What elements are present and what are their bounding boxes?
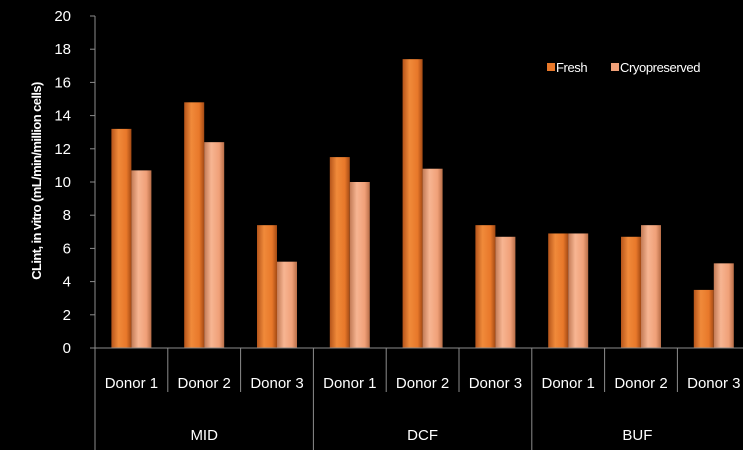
bar-fresh-4	[329, 157, 350, 348]
legend-swatch-fresh	[547, 63, 555, 71]
bar-fresh-5	[402, 59, 423, 348]
y-axis-tick-labels: 0 2 4 6 8 10 12 14 16 18 20	[54, 8, 71, 357]
bar-cryopreserved-4	[349, 182, 370, 348]
y-tick-label: 16	[54, 74, 71, 91]
y-tick-label: 4	[63, 274, 71, 291]
bar-fresh-6	[475, 225, 496, 348]
y-tick-label: 8	[63, 207, 71, 224]
y-tick-label: 2	[63, 307, 71, 324]
bar-cryopreserved-8	[641, 225, 661, 348]
x-category-label: Donor 3	[250, 375, 303, 392]
legend-label-cryopreserved: Cryopreserved	[620, 60, 700, 75]
bars	[111, 59, 734, 348]
x-axis	[94, 347, 743, 450]
bar-cryopreserved-3	[277, 261, 297, 348]
x-category-label: Donor 1	[323, 375, 376, 392]
bar-fresh-3	[257, 225, 277, 348]
bar-fresh-7	[548, 233, 569, 348]
y-axis-label: CLint, in vitro (mL/min/million cells)	[29, 82, 44, 280]
x-category-label: Donor 1	[105, 375, 158, 392]
y-tick-label: 12	[54, 141, 71, 158]
x-group-label: BUF	[622, 427, 652, 444]
y-tick-label: 18	[54, 41, 71, 58]
y-axis-ticks	[90, 15, 96, 349]
bar-cryopreserved-6	[495, 236, 516, 348]
x-category-label: Donor 1	[542, 375, 595, 392]
x-group-label: DCF	[407, 427, 438, 444]
x-category-label: Donor 2	[614, 375, 667, 392]
bar-fresh-1	[111, 128, 132, 348]
bar-fresh-9	[693, 289, 714, 348]
y-tick-label: 14	[54, 108, 71, 125]
y-tick-label: 0	[63, 340, 71, 357]
x-category-label: Donor 3	[687, 375, 740, 392]
bar-fresh-2	[184, 102, 205, 348]
bar-cryopreserved-2	[204, 142, 225, 348]
bar-cryopreserved-7	[568, 233, 589, 348]
x-axis-category-labels: Donor 1 Donor 2 Donor 3 Donor 1 Donor 2 Donor…	[105, 375, 741, 392]
bar-cryopreserved-9	[713, 263, 734, 348]
x-category-label: Donor 3	[469, 375, 522, 392]
legend-label-fresh: Fresh	[556, 60, 587, 75]
bar-cryopreserved-5	[422, 168, 443, 348]
y-tick-label: 10	[54, 174, 71, 191]
legend-swatch-cryopreserved	[611, 63, 619, 71]
x-group-label: MID	[190, 427, 218, 444]
x-axis-group-labels: MID DCF BUF	[190, 427, 652, 444]
legend: Fresh Cryopreserved	[547, 60, 701, 75]
bar-cryopreserved-1	[131, 170, 152, 348]
x-category-label: Donor 2	[396, 375, 449, 392]
bar-fresh-8	[621, 236, 641, 348]
x-category-label: Donor 2	[178, 375, 231, 392]
y-tick-label: 6	[63, 240, 71, 257]
y-tick-label: 20	[54, 8, 71, 25]
